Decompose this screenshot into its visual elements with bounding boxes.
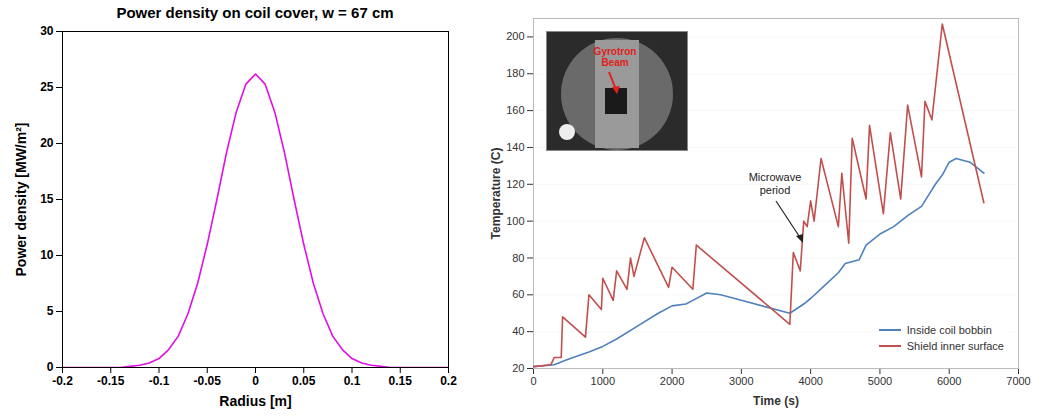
svg-text:15: 15 <box>40 192 54 206</box>
svg-text:5: 5 <box>47 304 54 318</box>
svg-text:2000: 2000 <box>660 375 684 387</box>
svg-text:20: 20 <box>512 362 524 374</box>
svg-text:180: 180 <box>506 67 524 79</box>
svg-text:-0.05: -0.05 <box>194 374 222 388</box>
html-text:Shield inner surface: Shield inner surface <box>906 340 1004 352</box>
svg-text:20: 20 <box>40 136 54 150</box>
svg-text:-0.1: -0.1 <box>149 374 170 388</box>
svg-text:4000: 4000 <box>798 375 822 387</box>
svg-text:3000: 3000 <box>729 375 753 387</box>
svg-text:140: 140 <box>506 141 524 153</box>
html-text:Power density on coil cover, w: Power density on coil cover, w = 67 cm <box>116 4 394 21</box>
svg-text:100: 100 <box>506 215 524 227</box>
svg-text:80: 80 <box>512 251 524 263</box>
svg-text:0: 0 <box>252 374 259 388</box>
svg-text:0.15: 0.15 <box>389 374 413 388</box>
svg-text:25: 25 <box>40 80 54 94</box>
html-text:Gyrotron Beam: Gyrotron Beam <box>593 46 637 68</box>
svg-text:60: 60 <box>512 288 524 300</box>
svg-text:5000: 5000 <box>868 375 892 387</box>
svg-text:10: 10 <box>40 248 54 262</box>
svg-text:1000: 1000 <box>591 375 615 387</box>
svg-text:200: 200 <box>506 30 524 42</box>
svg-text:0.2: 0.2 <box>440 374 457 388</box>
svg-text:40: 40 <box>512 325 524 337</box>
svg-text:Temperature (C): Temperature (C) <box>489 148 503 240</box>
html-text:Inside coil bobbin: Inside coil bobbin <box>906 324 992 336</box>
svg-text:0: 0 <box>47 360 54 374</box>
svg-text:0.1: 0.1 <box>344 374 361 388</box>
svg-text:Radius [m]: Radius [m] <box>219 393 291 409</box>
svg-text:0.05: 0.05 <box>292 374 316 388</box>
svg-text:30: 30 <box>40 24 54 38</box>
svg-text:Time (s): Time (s) <box>753 394 799 408</box>
svg-text:Power density [MW/m²]: Power density [MW/m²] <box>13 122 29 276</box>
svg-text:7000: 7000 <box>1006 375 1030 387</box>
svg-text:-0.2: -0.2 <box>52 374 73 388</box>
svg-text:6000: 6000 <box>937 375 961 387</box>
html-text:Microwave period: Microwave period <box>748 171 802 196</box>
svg-text:-0.15: -0.15 <box>97 374 125 388</box>
svg-text:120: 120 <box>506 178 524 190</box>
svg-text:160: 160 <box>506 104 524 116</box>
svg-text:0: 0 <box>530 375 536 387</box>
